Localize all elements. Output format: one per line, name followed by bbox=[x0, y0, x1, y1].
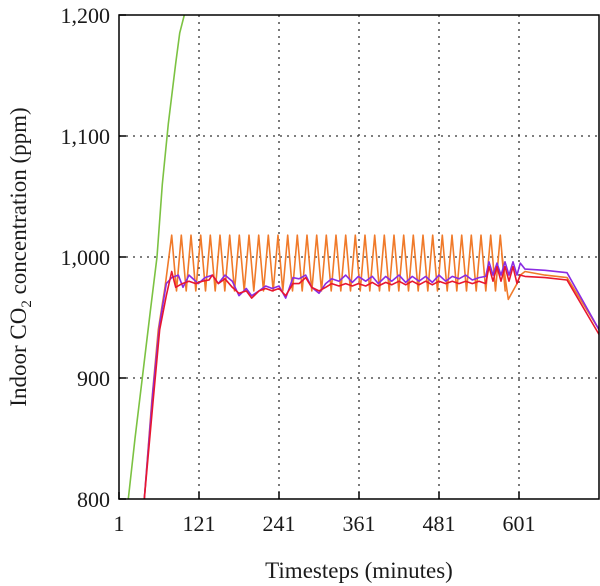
x-tick-label: 481 bbox=[423, 511, 456, 536]
y-tick-label: 900 bbox=[77, 366, 110, 391]
x-axis-title: Timesteps (minutes) bbox=[265, 558, 453, 583]
grid-lines bbox=[119, 15, 599, 499]
y-tick-label: 800 bbox=[77, 487, 110, 512]
y-axis-title-subscript: 2 bbox=[19, 300, 35, 308]
y-tick-label: 1,100 bbox=[61, 124, 111, 149]
series-line-2 bbox=[143, 234, 599, 499]
x-tick-label: 1 bbox=[114, 511, 125, 536]
axes bbox=[118, 14, 600, 500]
x-tick-label: 121 bbox=[183, 511, 216, 536]
y-tick-label: 1,000 bbox=[61, 245, 111, 270]
series-line-3 bbox=[143, 261, 599, 499]
x-tick-label: 601 bbox=[503, 511, 536, 536]
y-axis-title-tail: concentration (ppm) bbox=[6, 107, 31, 300]
x-tick-label: 241 bbox=[263, 511, 296, 536]
series-line-4 bbox=[143, 265, 599, 499]
tick-labels: 1 121 241 361 481 601 800 900 1,000 1,100 1,200 bbox=[61, 3, 536, 536]
series-lines bbox=[127, 15, 599, 499]
y-axis-title-main: Indoor CO bbox=[6, 308, 31, 407]
y-axis-title: Indoor CO2 concentration (ppm) bbox=[6, 107, 35, 406]
series-line-1 bbox=[127, 15, 186, 499]
y-tick-label: 1,200 bbox=[61, 3, 111, 28]
x-tick-label: 361 bbox=[343, 511, 376, 536]
